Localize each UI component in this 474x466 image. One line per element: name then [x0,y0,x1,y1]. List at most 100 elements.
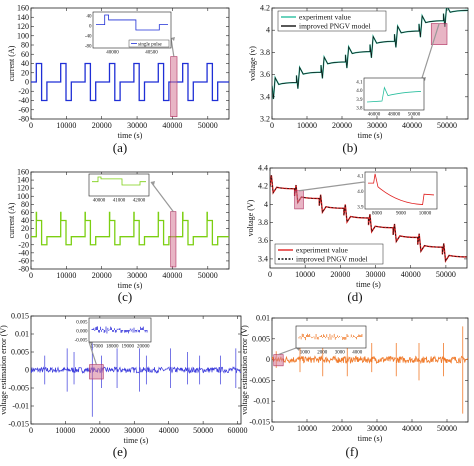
x-tick-label: 30000 [366,270,386,279]
y-tick-label: 3.6 [260,70,270,79]
x-tick-label: 30000 [124,426,144,435]
y-tick-label: 3.8 [260,48,270,57]
y-tick-label: 0.005 [252,334,270,343]
inset-curve [298,333,363,341]
y-tick-label: 0 [266,355,270,364]
inset-frame [88,173,150,197]
y-tick-label: 160 [17,168,29,177]
y-axis-label: voltage (V) [246,199,255,236]
y-tick-label: 120 [17,22,29,31]
x-tick-label: 40000 [159,426,179,435]
y-tick-label: 100 [17,31,29,40]
y-tick-label: 60 [21,208,29,217]
x-tick-label: 50000 [193,426,213,435]
x-tick-label: 20000 [92,121,112,130]
x-axis-label: time (s) [356,280,381,289]
x-axis-label: time (s) [358,434,383,443]
series-line [31,211,229,246]
series-line [270,175,467,262]
x-axis-label: time (s) [118,131,143,140]
y-tick-label: 4 [266,26,270,35]
y-tick-label: 40 [21,59,29,68]
x-tick-label: 50000 [198,271,218,280]
x-tick-label: 30000 [127,121,147,130]
inset-x-tick-label: 2000 [317,351,328,356]
inset-x-tick-label: 10000 [419,212,432,217]
inset-frame [364,171,438,210]
y-tick-label: -20 [18,87,29,96]
series-group [31,62,229,102]
y-axis-label: current (A) [7,202,16,238]
panel-label: (e) [113,444,127,459]
zoom-arrowhead [171,37,175,41]
legend-label: improved PNGV model [299,22,371,31]
y-tick-label: 3.2 [260,115,270,124]
inset: 17000 18000 19000 20000 0.005 0.000 -0.005 [75,317,152,350]
inset-x-tick-label: 9000 [396,212,407,217]
inset-y-tick-label: 4.0 [356,89,363,94]
y-tick-label: -60 [18,256,29,265]
zoom-arrow [421,23,440,79]
x-tick-label: 10000 [55,426,75,435]
zoom-arrow [150,181,174,212]
inset-x-tick-label: 1000 [300,351,311,356]
x-tick-label: 10000 [297,121,317,130]
x-tick-label: 40000 [401,270,421,279]
y-tick-label: 80 [21,200,29,209]
inset: 1000 2000 3000 4000 [295,325,367,356]
inset-y-tick-label: -40 [85,35,92,40]
y-tick-label: 40 [21,216,29,225]
legend-label: experiment value [299,13,352,22]
y-tick-label: -40 [18,96,29,105]
inset: 40000 41000 42000 [88,173,150,204]
x-tick-label: 0 [270,424,274,433]
y-tick-label: -40 [18,248,29,257]
inset-y-tick-label: 0.000 [76,330,88,335]
y-tick-label: 4.4 [258,164,268,173]
y-tick-label: 3.4 [260,92,270,101]
y-tick-label: 3.8 [258,218,268,227]
x-tick-label: 50000 [198,121,218,130]
inset-y-tick-label: 4.0 [357,190,364,195]
zoom-arrow [88,341,97,365]
inset-x-tick-label: 48000 [388,113,401,118]
inset-x-tick-label: 3000 [335,351,346,356]
inset-legend-label: single pulse [138,43,163,48]
inset-x-tick-label: 4000 [352,351,363,356]
panel-label: (c) [118,289,132,304]
y-tick-label: 4 [264,200,268,209]
zoom-arrow [298,181,365,192]
x-tick-label: 60000 [228,426,248,435]
series-group [31,211,229,246]
zoom-highlight [294,190,304,210]
zoom-highlight [273,354,284,367]
inset-curve [96,14,168,31]
x-tick-label: 30000 [367,424,387,433]
y-tick-label: 60 [21,50,29,59]
inset-x-tick-label: 46000 [368,113,381,118]
zoom-arrow [278,347,297,356]
x-tick-label: 10000 [295,270,315,279]
panel-label: (b) [342,140,357,155]
y-tick-label: 0.005 [11,348,29,357]
zoom-highlight [170,211,177,268]
inset-y-tick-label: 3.8 [356,107,363,112]
y-tick-label: 3.4 [258,254,268,263]
x-tick-label: 40000 [402,121,422,130]
y-tick-label: -0.015 [8,420,29,429]
chart-panel-e: 0 10000 20000 30000 40000 50000 60000 -0.015 -0.… [0,312,248,460]
y-tick-label: 20 [21,68,29,77]
x-axis-label: time (s) [124,436,149,445]
x-tick-label: 20000 [92,271,112,280]
x-tick-label: 0 [270,121,274,130]
series-line [31,62,229,102]
y-tick-label: 120 [17,184,29,193]
chart-panel-a: 0 10000 20000 30000 40000 50000-80-60-40-2002… [7,4,230,155]
y-tick-label: -80 [18,115,29,124]
inset-x-tick-label: 20000 [137,345,150,350]
x-tick-label: 20000 [330,270,350,279]
inset-x-tick-label: 18000 [106,345,119,350]
x-tick-label: 10000 [56,271,76,280]
inset: 8000 9000 10000 4.1 4.0 3.9 [357,171,438,217]
